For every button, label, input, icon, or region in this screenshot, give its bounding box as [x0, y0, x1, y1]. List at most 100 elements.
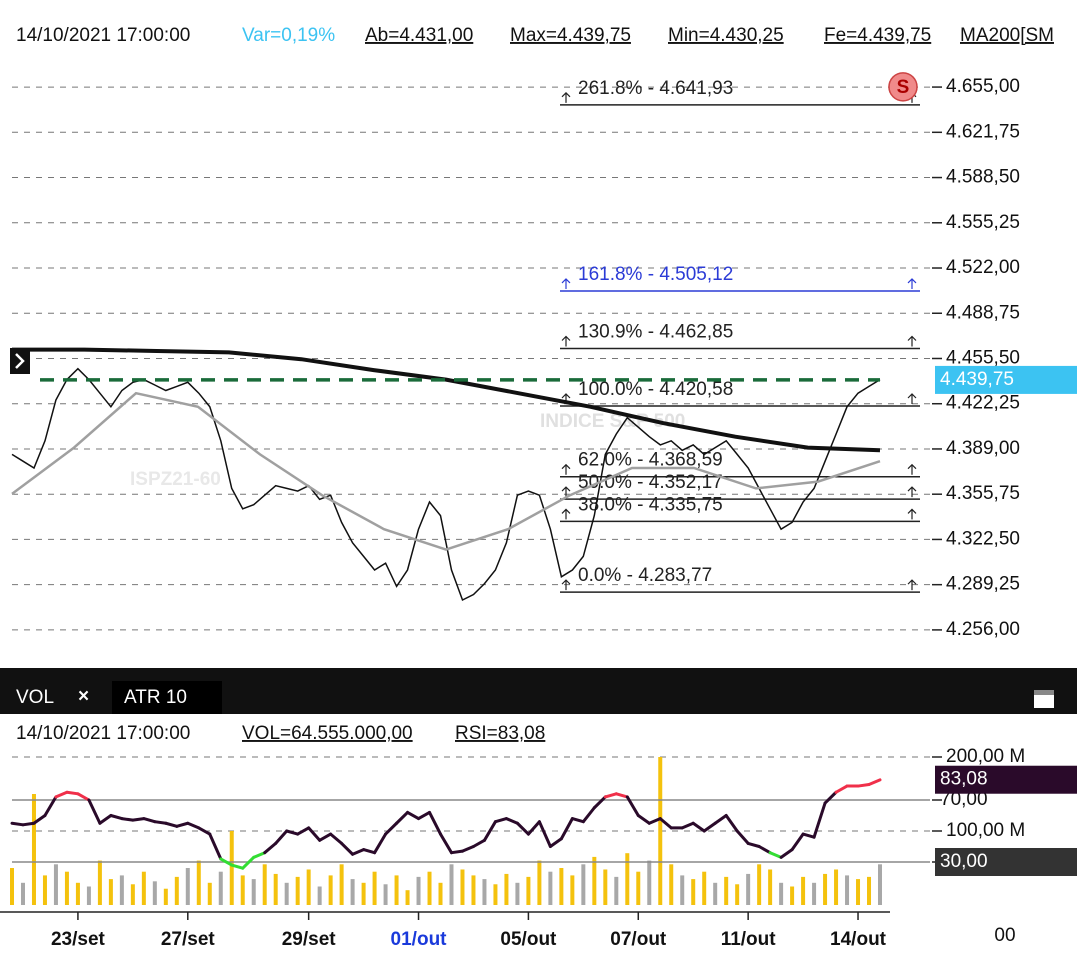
- tab-atr-bg[interactable]: [112, 681, 222, 714]
- rsi-segment: [559, 817, 574, 841]
- volume-bar: [328, 875, 333, 905]
- x-tick-label: 14/out: [830, 929, 887, 950]
- rsi-segment: [526, 820, 541, 836]
- rsi-segment: [263, 841, 278, 855]
- volume-bar: [416, 876, 421, 905]
- rsi-segment: [351, 848, 366, 856]
- rsi-segment: [647, 817, 662, 825]
- volume-bar: [658, 757, 663, 905]
- info-vol: VOL=64.555.000,00: [242, 723, 413, 744]
- rsi-current-label: 83,08: [940, 769, 988, 790]
- rsi-segment: [98, 814, 113, 825]
- tab-close[interactable]: ×: [78, 686, 89, 707]
- fib-label: 100.0% - 4.420,58: [578, 379, 733, 400]
- volume-bar: [251, 879, 256, 905]
- rsi-segment: [175, 821, 190, 828]
- price-line: [12, 347, 881, 453]
- rsi-segment: [823, 790, 838, 805]
- y-tick-label: 4.355,75: [946, 483, 1020, 504]
- rsi-segment: [460, 845, 475, 853]
- volume-bar: [537, 860, 542, 905]
- fib-arrow: [561, 579, 917, 591]
- price-line: [11, 367, 881, 602]
- rsi-segment: [329, 832, 344, 845]
- rsi-segment: [702, 821, 717, 833]
- panel-divider: [0, 668, 1077, 680]
- volume-bar: [845, 875, 850, 905]
- volume-bar: [504, 873, 509, 905]
- rsi-segment: [515, 821, 530, 836]
- header-max: Max=4.439,75: [510, 25, 631, 46]
- tab-atr[interactable]: ATR 10: [124, 687, 187, 708]
- volume-bar: [174, 876, 179, 905]
- volume-bar: [878, 864, 882, 905]
- rsi-segment: [164, 821, 179, 828]
- rsi-segment: [603, 792, 618, 799]
- volume-bar: [603, 869, 608, 905]
- corner-label: 00: [994, 925, 1015, 946]
- rsi-segment: [537, 820, 552, 848]
- y-tick-label: 4.322,50: [946, 528, 1020, 549]
- rsi-segment: [581, 806, 596, 824]
- rsi-segment: [691, 821, 706, 833]
- volume-bar: [702, 871, 707, 905]
- volume-bar: [647, 860, 652, 905]
- rsi-segment: [449, 849, 464, 855]
- rsi-segment: [471, 838, 486, 848]
- volume-bar: [394, 875, 399, 905]
- volume-bar: [350, 879, 355, 905]
- watermark-sub: INDICE S&P 500: [540, 411, 685, 432]
- y-tick-label: 4.256,00: [946, 619, 1020, 640]
- volume-bar: [592, 856, 597, 905]
- volume-bar: [438, 882, 443, 905]
- y-tick-label: 4.655,00: [946, 76, 1020, 97]
- x-tick-label: 23/set: [51, 929, 106, 950]
- rsi-segment: [362, 848, 377, 855]
- fib-arrow: [561, 486, 917, 498]
- volume-bar: [31, 794, 36, 905]
- rsi-segment: [406, 810, 421, 821]
- y-tick-label: 4.522,00: [946, 257, 1020, 278]
- tab-vol[interactable]: VOL: [16, 687, 54, 708]
- volume-bar: [680, 875, 685, 905]
- fib-arrow: [561, 278, 917, 289]
- rsi-segment: [856, 783, 871, 788]
- rsi-segment: [658, 817, 673, 830]
- rsi-current-box: [935, 765, 1077, 794]
- volume-bar: [471, 875, 476, 905]
- rsi-segment: [680, 821, 695, 830]
- volume-bar: [163, 888, 168, 905]
- rsi-segment: [307, 826, 322, 842]
- rsi-segment: [570, 817, 585, 824]
- rsi-segment: [87, 798, 102, 825]
- volume-bar: [372, 871, 377, 905]
- fib-arrow: [561, 508, 917, 520]
- rsi-segment: [735, 829, 750, 845]
- volume-bar: [405, 890, 410, 905]
- fib-label: 130.9% - 4.462,85: [578, 322, 733, 343]
- rsi-segment: [548, 837, 563, 848]
- rsi-segment: [746, 841, 761, 848]
- last-price-label: 4.439,75: [940, 369, 1014, 390]
- rsi-segment: [54, 790, 69, 799]
- y-tick-label: 4.389,00: [946, 438, 1020, 459]
- fib-arrow: [561, 463, 917, 475]
- rsi-segment: [504, 817, 519, 825]
- rsi-segment: [636, 814, 651, 825]
- scroll-handle[interactable]: [10, 348, 30, 374]
- rsi-segment: [32, 814, 47, 825]
- rsi-segment: [395, 810, 410, 825]
- volume-bar: [779, 882, 784, 905]
- x-tick-label: 01/out: [391, 929, 448, 950]
- rsi-segment: [43, 795, 58, 817]
- rsi-segment: [318, 832, 333, 842]
- x-tick-label: 11/out: [721, 929, 777, 950]
- volume-bar: [801, 876, 806, 905]
- header-open: Ab=4.431,00: [365, 25, 473, 46]
- volume-bar: [559, 868, 564, 905]
- rsi-segment: [614, 792, 629, 799]
- rsi-segment: [285, 829, 300, 836]
- rsi-segment: [274, 829, 289, 845]
- rsi-segment: [241, 855, 256, 870]
